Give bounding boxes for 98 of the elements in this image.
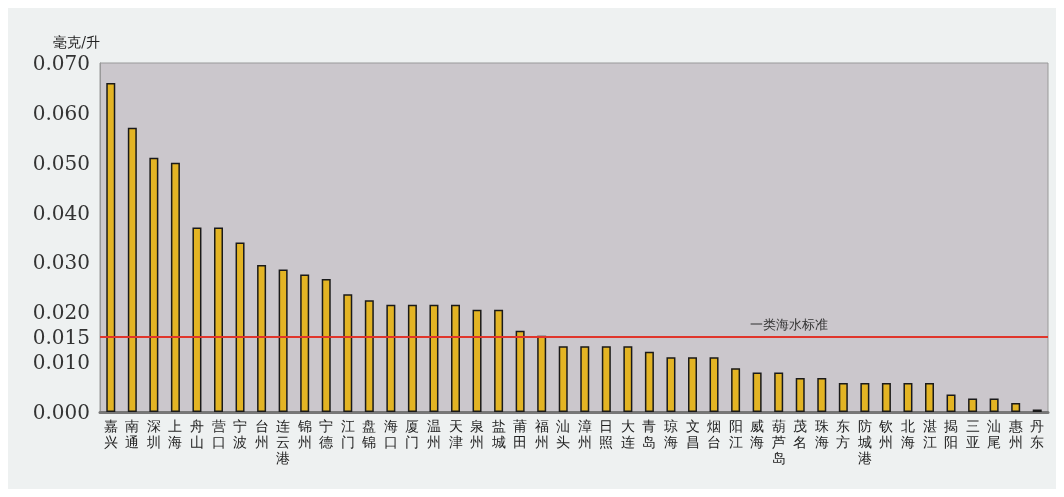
x-tick-label: 防城港	[856, 418, 872, 466]
x-tick-label: 琼海	[663, 418, 678, 450]
bar	[537, 335, 547, 412]
bar	[968, 398, 978, 412]
ref-line-label: 一类海水标准	[750, 317, 828, 333]
y-tick-label: 0.050	[32, 150, 90, 175]
x-tick-label: 葫芦岛	[771, 418, 786, 466]
bar	[881, 383, 891, 412]
bar	[989, 398, 999, 412]
bar	[343, 294, 353, 412]
x-tick-label: 茂名	[793, 418, 808, 450]
bar	[838, 383, 848, 412]
bar	[903, 383, 913, 412]
bar	[170, 162, 180, 412]
x-tick-label: 日照	[599, 418, 614, 450]
x-tick-label: 南通	[125, 418, 140, 450]
y-tick-label: 0.070	[32, 51, 90, 75]
bar	[127, 127, 137, 412]
x-tick-label: 嘉兴	[103, 418, 118, 450]
x-tick-label: 大连	[620, 418, 635, 450]
bar	[407, 304, 417, 412]
x-tick-label: 盘锦	[361, 418, 377, 450]
bar	[752, 372, 762, 412]
y-tick-label: 0.060	[32, 100, 90, 125]
bar	[774, 372, 784, 412]
x-tick-label: 三亚	[965, 418, 980, 450]
bar	[149, 157, 159, 412]
bar	[946, 394, 956, 412]
bar	[472, 309, 482, 412]
x-tick-label: 烟台	[707, 418, 722, 450]
bar	[795, 378, 805, 412]
bar	[300, 274, 310, 412]
bar	[515, 330, 525, 412]
bar	[623, 346, 633, 412]
x-tick-label: 莆田	[513, 418, 528, 450]
x-tick-label: 揭阳	[944, 418, 959, 450]
y-tick-label: 0.015	[32, 325, 90, 350]
x-tick-label: 宁德	[319, 418, 334, 450]
bar	[580, 346, 590, 412]
x-tick-label: 汕头	[556, 418, 571, 450]
bar	[925, 383, 934, 412]
x-tick-label: 泉州	[470, 418, 485, 450]
bar	[214, 227, 223, 412]
bar	[451, 304, 460, 412]
bar	[1011, 403, 1021, 412]
x-tick-label: 营口	[211, 418, 226, 450]
x-tick-label: 阳江	[728, 418, 743, 450]
x-tick-label: 钦州	[878, 418, 894, 450]
x-tick-label: 舟山	[189, 418, 204, 450]
x-tick-label: 北海	[900, 418, 915, 450]
x-tick-label: 温州	[426, 418, 441, 450]
bar	[817, 378, 827, 412]
y-tick-label: 0.000	[32, 400, 90, 424]
bar	[709, 357, 719, 412]
bar	[386, 304, 396, 412]
bar	[558, 346, 568, 412]
x-tick-label: 锦州	[296, 418, 312, 450]
x-tick-label: 天津	[448, 418, 463, 450]
x-tick-label: 海口	[383, 418, 398, 450]
x-tick-label: 惠州	[1007, 418, 1023, 450]
x-tick-label: 东方	[836, 418, 851, 450]
x-tick-label: 上海	[168, 418, 183, 450]
x-tick-label: 文昌	[685, 418, 700, 450]
bar	[235, 242, 245, 412]
bar	[688, 357, 697, 412]
y-axis-title: 毫克/升	[53, 34, 100, 50]
y-tick-label: 0.020	[32, 300, 90, 325]
x-tick-label: 宁波	[233, 418, 248, 450]
bar	[257, 264, 267, 412]
bar	[106, 82, 116, 412]
y-tick-label: 0.010	[32, 350, 90, 375]
y-tick-label: 0.030	[32, 250, 90, 275]
x-tick-label: 汕尾	[987, 418, 1002, 450]
x-tick-label: 漳州	[577, 418, 592, 450]
bar	[601, 346, 611, 412]
x-tick-label: 连云港	[276, 418, 291, 466]
bar	[731, 368, 741, 412]
y-tick-label: 0.040	[32, 200, 90, 225]
x-tick-label: 青岛	[642, 418, 657, 450]
x-tick-label: 湛江	[922, 418, 937, 450]
bar	[429, 304, 439, 412]
bar	[494, 309, 504, 412]
x-tick-label: 丹东	[1030, 418, 1045, 450]
x-tick-label: 江门	[340, 418, 355, 450]
x-tick-label: 威海	[750, 418, 765, 450]
bar	[666, 357, 676, 412]
bar	[321, 278, 331, 412]
x-tick-label: 台州	[254, 418, 269, 450]
x-tick-label: 深圳	[145, 418, 161, 450]
x-tick-label: 盐城	[490, 418, 506, 450]
bar	[192, 227, 202, 412]
bar	[860, 383, 870, 412]
bar	[364, 300, 374, 412]
x-tick-label: 厦门	[405, 418, 420, 450]
x-tick-label: 福州	[534, 418, 549, 450]
bar	[644, 351, 654, 412]
x-tick-label: 珠海	[814, 418, 829, 450]
bar	[278, 269, 288, 412]
